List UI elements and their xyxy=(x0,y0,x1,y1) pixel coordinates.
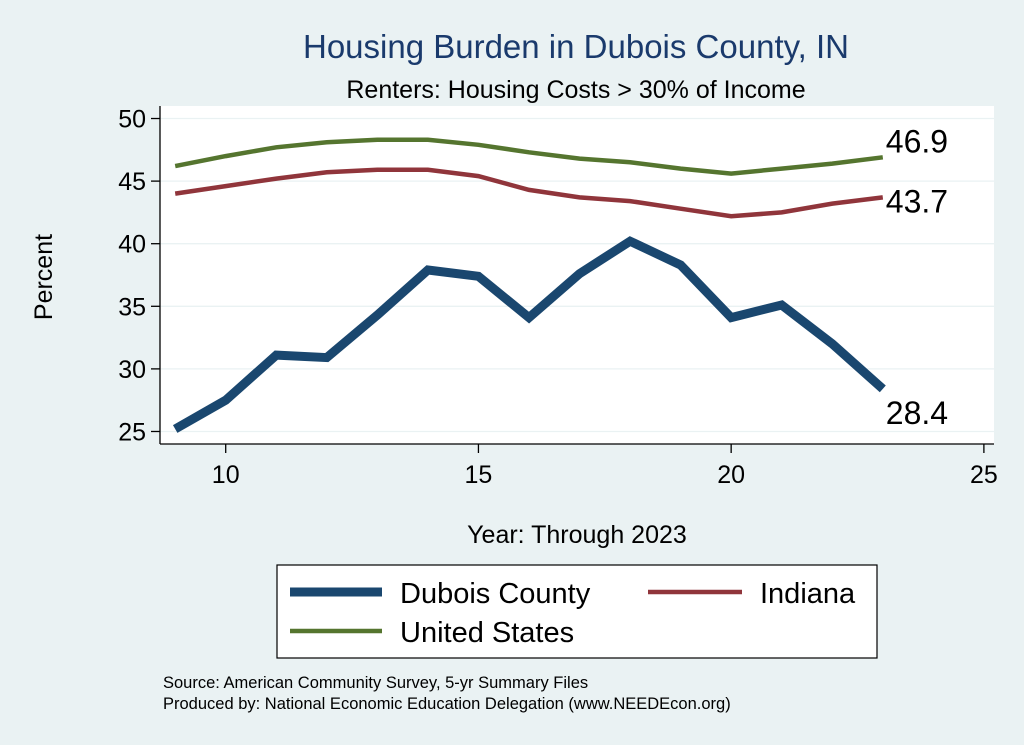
y-tick-label-30: 30 xyxy=(118,356,146,384)
legend-label-dubois-county: Dubois County xyxy=(400,578,591,610)
y-axis-title: Percent xyxy=(30,234,58,320)
legend: Dubois County Indiana United States xyxy=(276,564,878,659)
y-tick-label-50: 50 xyxy=(118,106,146,134)
end-label-united-states: 46.9 xyxy=(886,123,948,159)
x-tick-label-20: 20 xyxy=(717,461,745,489)
y-tick-label-25: 25 xyxy=(118,418,146,446)
grid-layer xyxy=(160,117,994,433)
x-tick-label-25: 25 xyxy=(970,461,998,489)
legend-box xyxy=(276,564,878,659)
y-tick-label-35: 35 xyxy=(118,293,146,321)
chart-title: Housing Burden in Dubois County, IN xyxy=(303,28,849,65)
ticks-layer: 25 30 35 40 45 50 10 15 20 25 xyxy=(118,106,998,489)
end-label-indiana: 43.7 xyxy=(886,183,948,219)
series-layer xyxy=(172,137,886,433)
legend-label-united-states: United States xyxy=(400,617,574,649)
legend-label-indiana: Indiana xyxy=(760,578,856,610)
x-tick-label-10: 10 xyxy=(212,461,240,489)
chart-subtitle: Renters: Housing Costs > 30% of Income xyxy=(346,76,805,104)
source-note: Source: American Community Survey, 5-yr … xyxy=(163,674,588,692)
y-tick-label-40: 40 xyxy=(118,231,146,259)
x-axis-title: Year: Through 2023 xyxy=(467,521,687,549)
producer-note: Produced by: National Economic Education… xyxy=(163,695,731,713)
end-label-dubois-county: 28.4 xyxy=(886,395,948,431)
end-label-layer: 28.4 43.7 46.9 xyxy=(886,123,948,431)
x-tick-label-15: 15 xyxy=(465,461,493,489)
y-tick-label-45: 45 xyxy=(118,168,146,196)
